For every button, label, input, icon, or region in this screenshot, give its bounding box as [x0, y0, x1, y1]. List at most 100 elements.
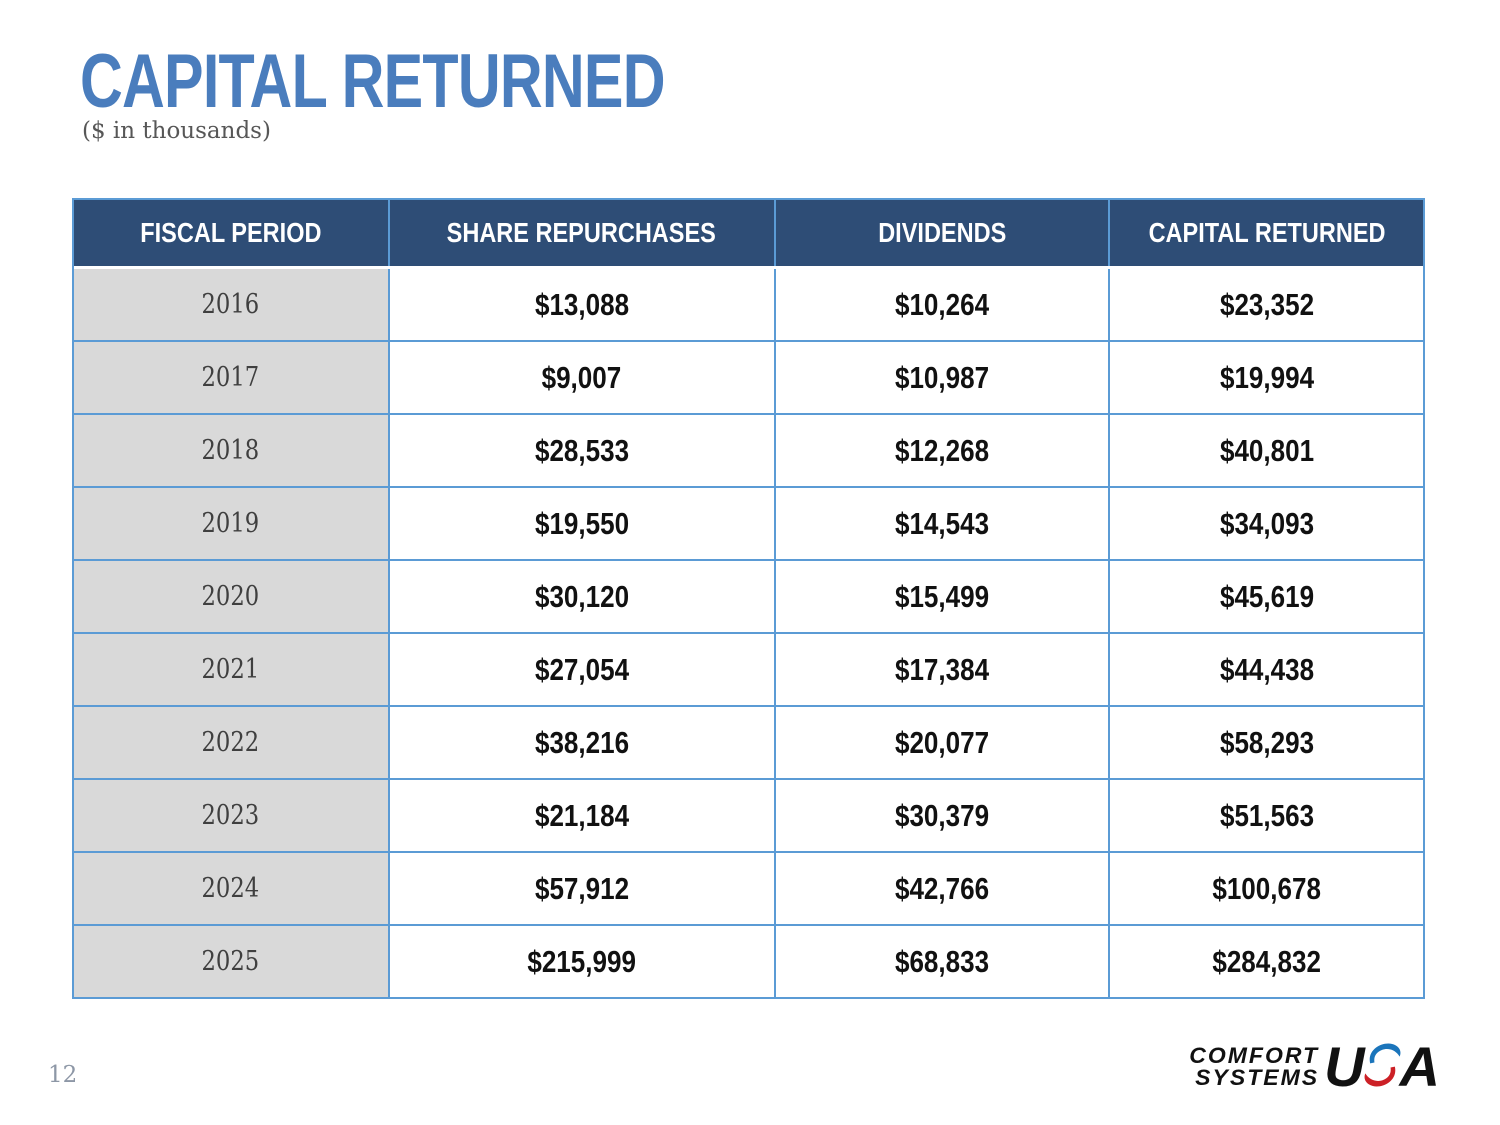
share-repurchases-cell: $28,533	[389, 415, 774, 486]
fiscal-period-cell: 2016	[74, 269, 388, 340]
logo-letter-a: A	[1399, 1035, 1440, 1098]
logo-wordmark-stack: COMFORT SYSTEMS	[1189, 1043, 1320, 1089]
amount-value: $28,533	[534, 432, 629, 468]
amount-value: $10,987	[894, 359, 990, 395]
fiscal-period-cell: 2023	[74, 780, 388, 851]
capital-returned-table: FISCAL PERIOD SHARE REPURCHASES DIVIDENDS C…	[72, 198, 1425, 999]
fiscal-period-value: 2019	[201, 508, 260, 539]
share-repurchases-cell: $57,912	[389, 853, 774, 924]
dividends-cell: $15,499	[775, 561, 1109, 632]
capital-returned-cell: $51,563	[1110, 780, 1423, 851]
fiscal-period-value: 2025	[201, 946, 260, 977]
amount-value: $19,550	[534, 505, 629, 541]
table-row-2019: 2019 $19,550 $14,543 $34,093	[74, 488, 1423, 559]
column-header-label: SHARE REPURCHASES	[447, 217, 717, 248]
dividends-cell: $42,766	[775, 853, 1109, 924]
amount-value: $38,216	[534, 724, 629, 760]
fiscal-period-value: 2023	[201, 800, 260, 831]
column-header-capital-returned: CAPITAL RETURNED	[1110, 200, 1423, 266]
page-title-text: CAPITAL RETURNED	[80, 39, 665, 124]
dividends-cell: $12,268	[775, 415, 1109, 486]
fiscal-period-cell: 2018	[74, 415, 388, 486]
page-title: CAPITAL RETURNED	[80, 38, 830, 125]
share-repurchases-cell: $9,007	[389, 342, 774, 413]
fiscal-period-value: 2017	[201, 362, 260, 393]
dividends-cell: $30,379	[775, 780, 1109, 851]
amount-value: $42,766	[894, 870, 990, 906]
logo-word-comfort: COMFORT	[1189, 1043, 1320, 1069]
capital-returned-cell: $44,438	[1110, 634, 1423, 705]
column-header-fiscal-period: FISCAL PERIOD	[74, 200, 388, 266]
amount-value: $23,352	[1219, 286, 1314, 322]
amount-value: $284,832	[1212, 943, 1321, 979]
fiscal-period-value: 2021	[201, 654, 260, 685]
capital-returned-cell: $40,801	[1110, 415, 1423, 486]
table-row-2025: 2025 $215,999 $68,833 $284,832	[74, 926, 1423, 997]
column-header-share-repurchases: SHARE REPURCHASES	[389, 200, 774, 266]
subtitle-units-note: ($ in thousands)	[82, 118, 271, 144]
amount-value: $68,833	[894, 943, 990, 979]
capital-returned-cell: $19,994	[1110, 342, 1423, 413]
amount-value: $19,994	[1219, 359, 1314, 395]
capital-returned-cell: $284,832	[1110, 926, 1423, 997]
fiscal-period-cell: 2017	[74, 342, 388, 413]
capital-returned-cell: $58,293	[1110, 707, 1423, 778]
table-header-row: FISCAL PERIOD SHARE REPURCHASES DIVIDENDS C…	[74, 200, 1423, 266]
dividends-cell: $17,384	[775, 634, 1109, 705]
share-repurchases-cell: $13,088	[389, 269, 774, 340]
table-row-2016: 2016 $13,088 $10,264 $23,352	[74, 269, 1423, 340]
amount-value: $13,088	[534, 286, 629, 322]
dividends-cell: $68,833	[775, 926, 1109, 997]
capital-returned-cell: $34,093	[1110, 488, 1423, 559]
share-repurchases-cell: $38,216	[389, 707, 774, 778]
capital-returned-cell: $45,619	[1110, 561, 1423, 632]
dividends-cell: $20,077	[775, 707, 1109, 778]
dividends-cell: $10,987	[775, 342, 1109, 413]
share-repurchases-cell: $21,184	[389, 780, 774, 851]
column-header-dividends: DIVIDENDS	[775, 200, 1109, 266]
amount-value: $20,077	[894, 724, 990, 760]
dividends-cell: $10,264	[775, 269, 1109, 340]
share-repurchases-cell: $215,999	[389, 926, 774, 997]
amount-value: $27,054	[534, 651, 629, 687]
amount-value: $45,619	[1219, 578, 1314, 614]
fiscal-period-cell: 2019	[74, 488, 388, 559]
table-row-2022: 2022 $38,216 $20,077 $58,293	[74, 707, 1423, 778]
table-row-2024: 2024 $57,912 $42,766 $100,678	[74, 853, 1423, 924]
fiscal-period-value: 2024	[201, 873, 260, 904]
fiscal-period-cell: 2021	[74, 634, 388, 705]
logo-s-swoosh-icon	[1364, 1043, 1400, 1087]
fiscal-period-cell: 2022	[74, 707, 388, 778]
amount-value: $40,801	[1219, 432, 1314, 468]
amount-value: $15,499	[894, 578, 990, 614]
amount-value: $17,384	[894, 651, 990, 687]
amount-value: $34,093	[1219, 505, 1314, 541]
dividends-cell: $14,543	[775, 488, 1109, 559]
comfort-systems-usa-logo: COMFORT SYSTEMS U A	[1189, 1035, 1440, 1098]
amount-value: $21,184	[534, 797, 629, 833]
amount-value: $215,999	[527, 943, 637, 979]
logo-usa-wordmark: U A	[1324, 1035, 1440, 1098]
table-row-2018: 2018 $28,533 $12,268 $40,801	[74, 415, 1423, 486]
capital-returned-cell: $23,352	[1110, 269, 1423, 340]
amount-value: $100,678	[1212, 870, 1321, 906]
fiscal-period-cell: 2025	[74, 926, 388, 997]
amount-value: $14,543	[894, 505, 990, 541]
page-number: 12	[48, 1062, 78, 1088]
table-row-2017: 2017 $9,007 $10,987 $19,994	[74, 342, 1423, 413]
share-repurchases-cell: $27,054	[389, 634, 774, 705]
fiscal-period-value: 2022	[201, 727, 260, 758]
amount-value: $10,264	[894, 286, 990, 322]
amount-value: $57,912	[534, 870, 629, 906]
amount-value: $30,120	[534, 578, 629, 614]
fiscal-period-cell: 2020	[74, 561, 388, 632]
header-separator	[74, 266, 1423, 269]
column-header-label: FISCAL PERIOD	[140, 217, 322, 248]
amount-value: $30,379	[894, 797, 990, 833]
fiscal-period-value: 2020	[201, 581, 260, 612]
amount-value: $9,007	[541, 359, 622, 395]
table-row-2023: 2023 $21,184 $30,379 $51,563	[74, 780, 1423, 851]
amount-value: $58,293	[1219, 724, 1314, 760]
amount-value: $12,268	[894, 432, 990, 468]
